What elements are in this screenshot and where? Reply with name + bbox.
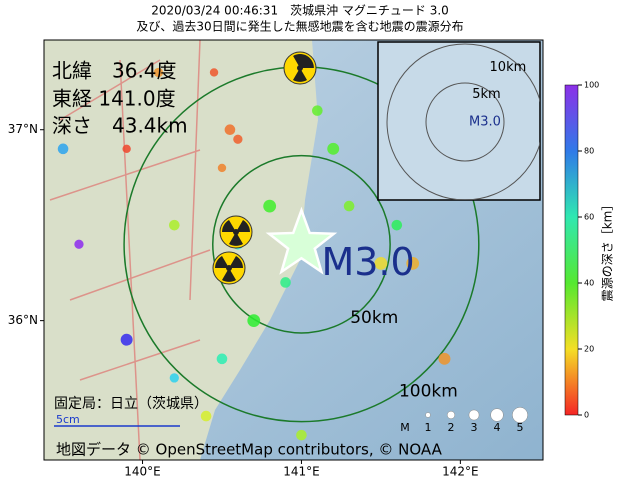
inset-ring (386, 43, 540, 200)
legend-title: M (400, 421, 410, 434)
quake (327, 142, 340, 155)
ring-label: 100km (399, 381, 458, 401)
x-tick-label: 141°E (283, 465, 320, 479)
colorbar-tick-label: 40 (584, 279, 594, 288)
quake (406, 256, 420, 270)
quake (217, 163, 227, 173)
info-lat: 北緯 36.4度 (52, 59, 177, 83)
legend-label: 3 (471, 421, 478, 434)
quake (280, 277, 291, 288)
inset-label: M3.0 (469, 115, 501, 130)
epicenter (265, 206, 338, 275)
title: 2020/03/24 00:46:31 茨城県沖 マグニチュード 3.0 (151, 4, 449, 18)
colorbar-label: 震源の深さ［km］ (601, 199, 615, 302)
quake (153, 67, 164, 78)
quake (391, 219, 403, 231)
inset-ring-label: 5km (472, 87, 500, 102)
colorbar (564, 84, 579, 416)
y-tick-label: 36°N (8, 313, 38, 327)
magnitude-legend: M 1 2 3 4 5 (400, 407, 528, 434)
legend-marker (490, 408, 504, 422)
quake (224, 124, 236, 136)
quake (296, 429, 307, 441)
quake (169, 373, 179, 383)
quake (343, 200, 355, 212)
ring-label: 50km (350, 308, 398, 328)
inset-ring-label: 10km (490, 60, 527, 75)
x-tick-label: 140°E (124, 465, 161, 479)
legend-label: 5 (517, 421, 524, 434)
distance-ring (212, 154, 391, 334)
epicenter-label: M3.0 (321, 240, 414, 284)
colorbar-tick-label: 80 (584, 147, 594, 156)
legend-marker (512, 407, 528, 423)
inset-frame (377, 41, 541, 201)
legend-marker (468, 409, 480, 421)
credit: 地図データ © OpenStreetMap contributors, © NO… (56, 441, 443, 459)
quake (209, 68, 219, 77)
colorbar-tick-label: 60 (584, 213, 594, 222)
quake (74, 239, 84, 249)
quake (312, 105, 323, 116)
quake (216, 353, 228, 365)
quake (438, 352, 451, 365)
y-tick-label: 37°N (8, 122, 38, 136)
inset-ring (425, 82, 505, 162)
quake (57, 143, 69, 155)
land (44, 40, 318, 460)
x-tick-label: 142°E (442, 465, 479, 479)
quake (374, 256, 388, 270)
nuclear-icons (212, 51, 317, 285)
station: 固定局：日立（茨城県） (54, 396, 208, 412)
colorbar-tick-label: 0 (584, 411, 589, 420)
legend-marker (446, 410, 456, 420)
colorbar-tick-label: 20 (584, 345, 594, 354)
quake (200, 410, 212, 422)
scale-label: 5cm (56, 413, 80, 426)
quake (233, 134, 243, 144)
legend-label: 2 (448, 421, 455, 434)
info-depth: 深さ 43.4km (52, 114, 188, 138)
inset: 5km 10km M3.0 (377, 41, 541, 201)
legend-marker (425, 412, 431, 418)
legend-label: 1 (425, 421, 432, 434)
roads (49, 40, 211, 460)
colorbar-tick-label: 100 (584, 81, 599, 90)
quake (247, 314, 261, 328)
quake (122, 144, 131, 154)
legend-label: 4 (494, 421, 501, 434)
info-lon: 東経 141.0度 (52, 87, 176, 111)
map-frame (43, 39, 544, 461)
quake (120, 333, 133, 346)
quake (263, 199, 277, 213)
quake (169, 219, 180, 231)
subtitle: 及び、過去30日間に発生した無感地震を含む地震の震源分布 (136, 19, 463, 34)
